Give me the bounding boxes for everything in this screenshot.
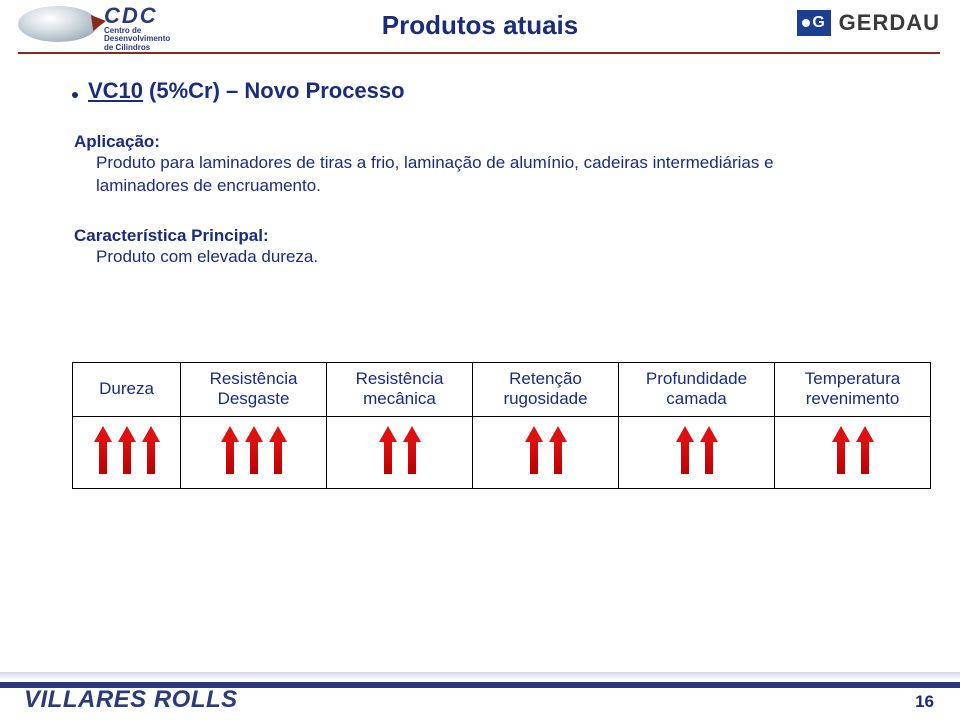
arrow-up-icon [678,426,692,474]
footer-brand: VILLARES ROLLS [24,686,238,714]
characteristic-text: Produto com elevada dureza. [96,246,856,269]
arrow-up-icon [96,426,110,474]
properties-table: DurezaResistênciaDesgasteResistênciamecâ… [72,362,931,489]
arrow-up-icon [247,426,261,474]
arrow-up-icon [405,426,419,474]
arrow-up-icon [144,426,158,474]
gerdau-logo: G GERDAU [797,10,940,36]
arrow-up-icon [551,426,565,474]
arrow-up-icon [702,426,716,474]
arrow-up-icon [858,426,872,474]
characteristic-label: Característica Principal: [74,226,900,246]
col-header-4: Profundidadecamada [619,363,775,417]
col-header-0: Dureza [73,363,181,417]
footer-gradient [0,672,960,680]
col-header-2: Resistênciamecânica [327,363,473,417]
col-header-5: Temperaturarevenimento [775,363,931,417]
gerdau-name: GERDAU [839,10,940,36]
bullet-icon [72,92,78,98]
col-arrows-4 [619,416,775,488]
arrow-up-icon [271,426,285,474]
arrow-up-icon [527,426,541,474]
col-arrows-0 [73,416,181,488]
col-header-1: ResistênciaDesgaste [181,363,327,417]
page-number: 16 [915,692,934,712]
col-arrows-5 [775,416,931,488]
content-area: VC10(5%Cr) – Novo Processo Aplicação: Pr… [72,78,900,269]
gerdau-badge-icon: G [797,10,831,36]
arrow-up-icon [381,426,395,474]
heading-rest: (5%Cr) – Novo Processo [149,78,405,103]
col-arrows-3 [473,416,619,488]
heading-underlined: VC10 [88,78,143,103]
arrow-up-icon [223,426,237,474]
arrow-up-icon [834,426,848,474]
col-arrows-2 [327,416,473,488]
cdc-sub-3: de Cilindros [104,44,170,52]
col-arrows-1 [181,416,327,488]
application-label: Aplicação: [74,132,900,152]
col-header-3: Retençãorugosidade [473,363,619,417]
footer: VILLARES ROLLS 16 [0,654,960,720]
gerdau-badge-letter: G [812,14,824,31]
header-divider [18,52,940,54]
application-text: Produto para laminadores de tiras a frio… [96,152,856,198]
arrow-up-icon [120,426,134,474]
